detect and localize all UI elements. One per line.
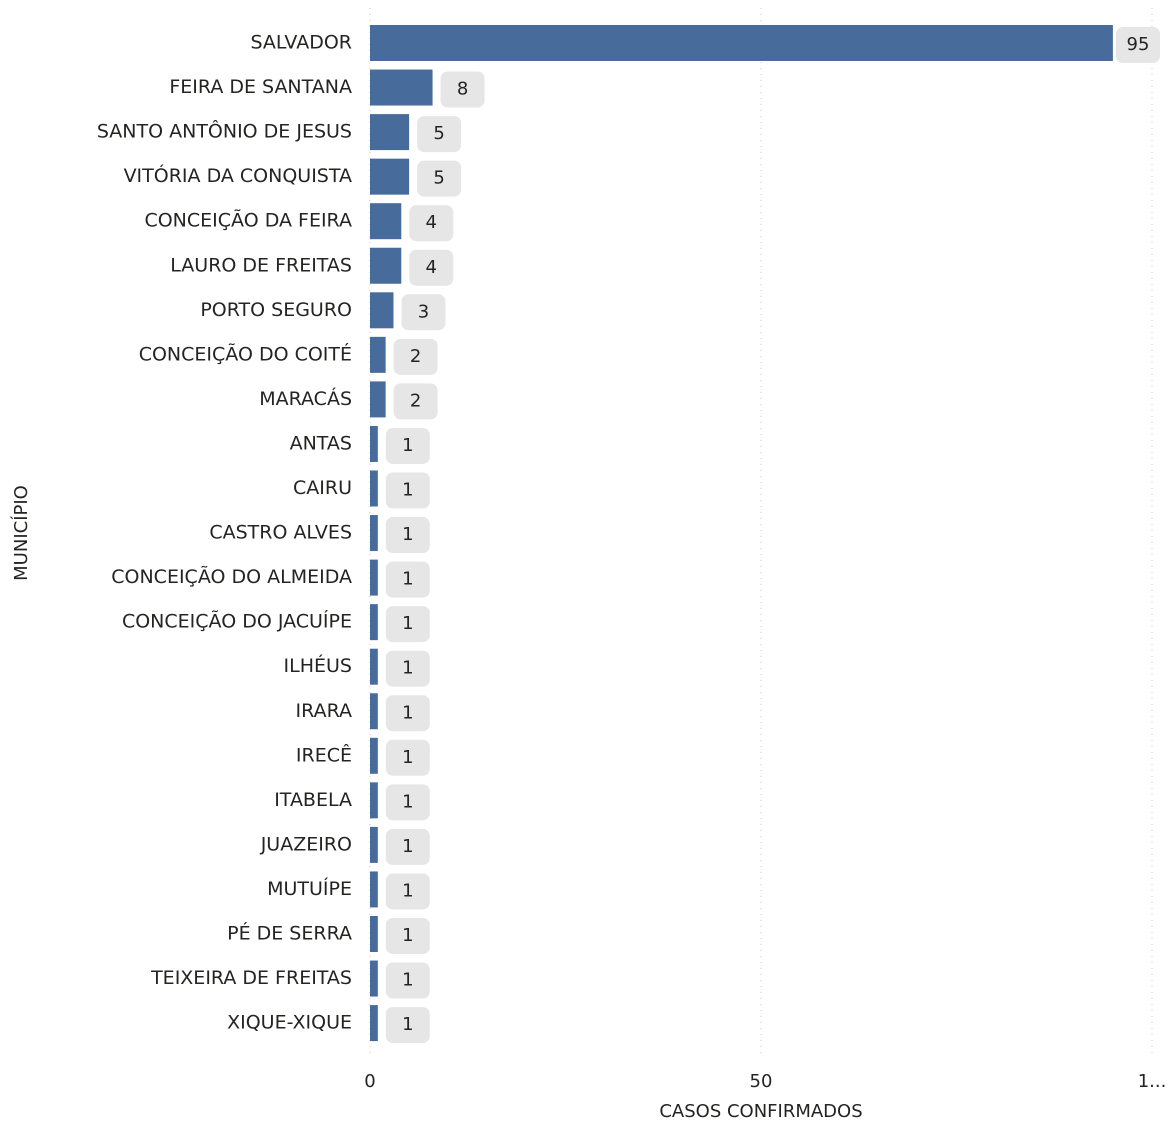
data-label: 3 [418,301,429,322]
data-label-box [417,116,462,153]
data-label-box [385,561,430,598]
data-label: 2 [410,346,421,367]
data-label: 95 [1127,34,1150,55]
bar [370,737,378,774]
y-axis-title: MUNICÍPIO [10,485,32,581]
data-label: 4 [426,257,437,278]
data-label: 1 [402,524,413,545]
y-tick-label: ITABELA [274,789,352,811]
bar [370,69,433,106]
bar [370,470,378,507]
bar [370,158,410,195]
y-tick-label: LAURO DE FREITAS [170,254,352,276]
bar [370,203,402,240]
data-label: 1 [402,658,413,679]
bar [370,604,378,641]
data-label-box [385,873,430,910]
bar [370,960,378,997]
y-tick-label: SALVADOR [251,32,352,54]
bar [370,425,378,462]
data-label: 8 [457,79,468,100]
data-label: 1 [402,791,413,812]
x-tick-label: 0 [364,1071,375,1092]
bar [370,693,378,730]
data-label-box [385,962,430,999]
bar [370,25,1113,61]
x-tick-label: 50 [750,1071,773,1092]
data-label-box [385,695,430,732]
data-label: 1 [402,1014,413,1035]
y-tick-label: TEIXEIRA DE FREITAS [150,967,352,989]
y-tick-label: PÉ DE SERRA [227,922,352,945]
data-label-box [1116,27,1160,63]
x-tick-label: 1... [1138,1071,1167,1092]
bar [370,336,386,373]
data-label-box [385,427,430,464]
bar [370,292,394,329]
data-label-box [393,383,438,420]
y-tick-label: MARACÁS [259,387,352,410]
data-label-box [385,918,430,954]
data-label-box [385,606,430,643]
y-tick-label: SANTO ANTÔNIO DE JESUS [97,119,352,143]
data-label: 1 [402,970,413,991]
bar [370,515,378,552]
bar [370,559,378,596]
bar [370,782,378,819]
data-label: 1 [402,435,413,456]
data-label: 1 [402,613,413,634]
y-tick-label: IRECÊ [296,743,352,766]
y-tick-label: XIQUE-XIQUE [227,1012,352,1034]
data-label-box [401,294,446,331]
data-label-box [385,828,430,865]
data-label-box [385,739,430,776]
data-label: 2 [410,390,421,411]
data-label: 1 [402,702,413,723]
y-tick-label: CASTRO ALVES [209,522,352,544]
data-label-box [385,517,430,554]
data-label-box [417,160,462,197]
y-tick-label: VITÓRIA DA CONQUISTA [124,163,352,187]
data-label: 1 [402,880,413,901]
data-label: 5 [433,168,444,189]
data-label-box [393,338,438,375]
data-label: 1 [402,836,413,857]
bar [370,648,378,685]
data-label-box [385,650,430,687]
data-label-box [409,249,454,286]
bar [370,381,386,418]
bar [370,826,378,863]
y-tick-label: PORTO SEGURO [200,299,352,321]
y-tick-label: FEIRA DE SANTANA [169,76,352,98]
data-label: 5 [433,123,444,144]
data-label-box [409,205,454,242]
y-tick-label: CONCEIÇÃO DA FEIRA [144,209,352,232]
data-label: 1 [402,925,413,946]
y-tick-label: CAIRU [293,477,352,499]
data-label-box [440,71,485,108]
y-tick-label: CONCEIÇÃO DO JACUÍPE [122,610,352,633]
y-tick-label: MUTUÍPE [267,877,352,900]
bar [370,247,402,284]
y-tick-label: IRARA [296,700,352,722]
bar [370,114,410,151]
y-tick-label: ILHÉUS [284,654,352,677]
bar [370,1005,378,1042]
y-tick-label: CONCEIÇÃO DO COITÉ [139,342,352,365]
bar [370,871,378,908]
y-tick-label: CONCEIÇÃO DO ALMEIDA [111,565,352,588]
data-label: 1 [402,747,413,768]
data-label-box [385,1007,430,1044]
data-label: 1 [402,480,413,501]
x-axis-title: CASOS CONFIRMADOS [659,1101,862,1122]
data-label-box [385,784,430,821]
y-tick-label: ANTAS [290,432,352,454]
bar [370,916,378,952]
y-tick-label: JUAZEIRO [260,833,352,855]
data-label: 4 [426,212,437,233]
data-label: 1 [402,569,413,590]
data-label-box [385,472,430,509]
